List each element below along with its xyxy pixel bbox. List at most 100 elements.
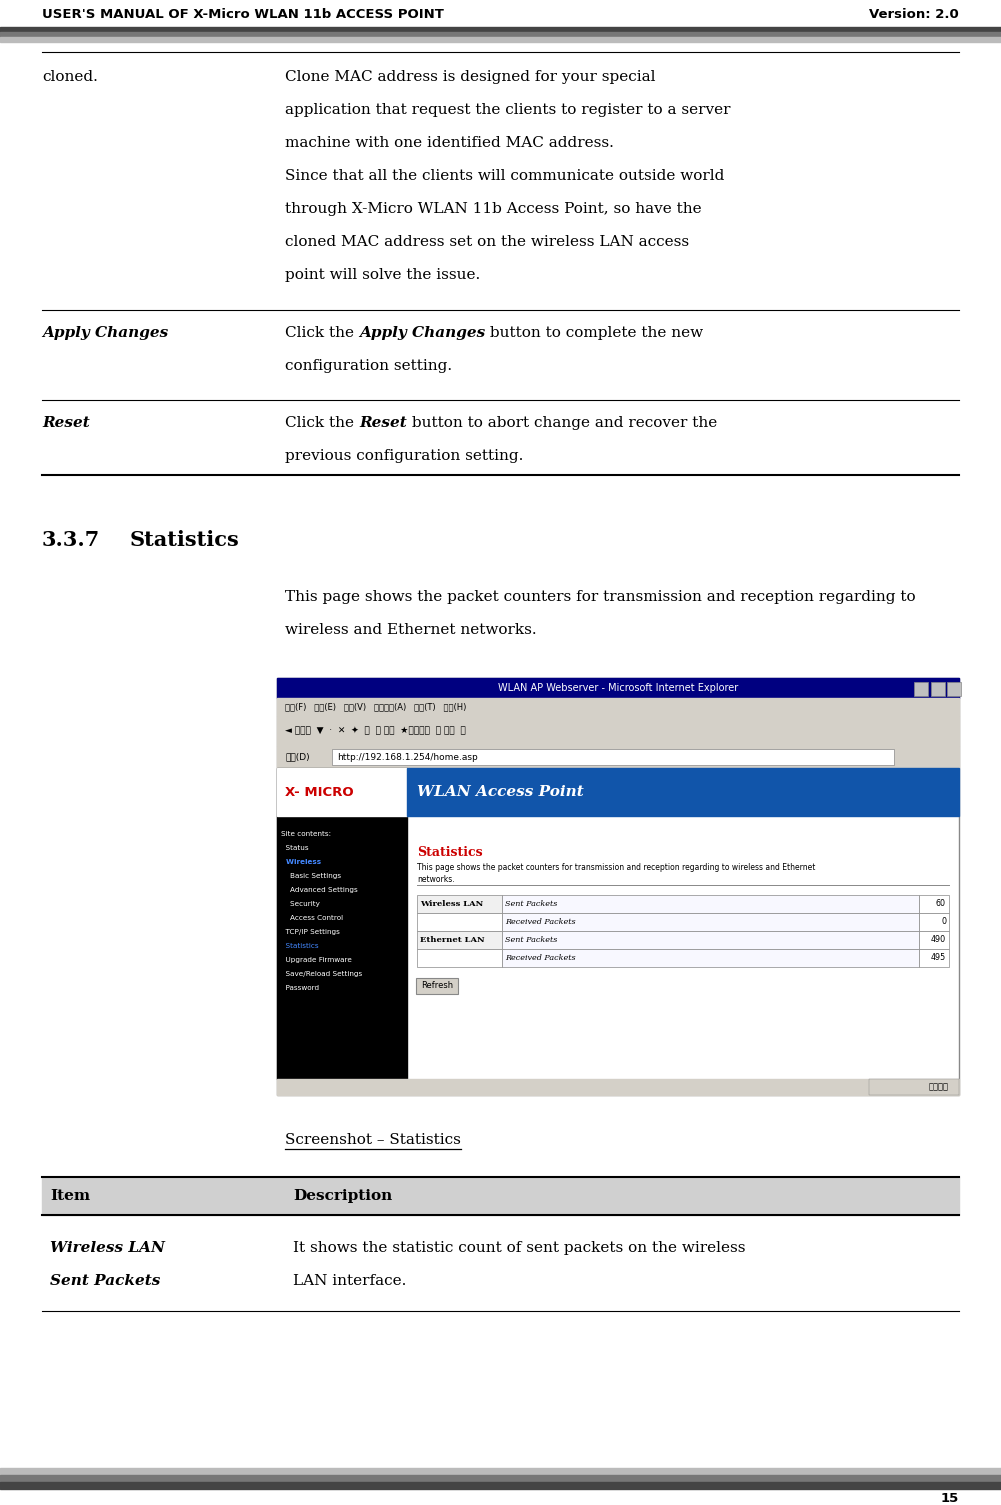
Bar	[277, 677, 959, 1096]
Text: application that request the clients to register to a server: application that request the clients to …	[285, 102, 731, 117]
Bar	[919, 914, 949, 932]
Text: Reset: Reset	[42, 415, 90, 430]
Bar	[277, 768, 407, 1079]
Text: X- MICRO: X- MICRO	[285, 786, 353, 799]
Bar	[277, 716, 959, 746]
Text: 495: 495	[931, 954, 946, 963]
Text: TCP/IP Settings: TCP/IP Settings	[281, 929, 340, 935]
Bar	[931, 682, 945, 695]
Text: Wireless LAN: Wireless LAN	[420, 900, 483, 908]
Bar	[277, 677, 959, 698]
Text: Password: Password	[281, 984, 319, 990]
Bar	[919, 932, 949, 950]
Text: 15: 15	[941, 1491, 959, 1505]
Text: 3.3.7: 3.3.7	[42, 530, 100, 549]
Text: Advanced Settings: Advanced Settings	[281, 886, 357, 892]
Bar	[42, 1177, 959, 1215]
Bar	[0, 32, 1001, 38]
Text: It shows the statistic count of sent packets on the wireless: It shows the statistic count of sent pac…	[293, 1242, 746, 1255]
Text: http://192.168.1.254/home.asp: http://192.168.1.254/home.asp	[337, 752, 477, 762]
Bar	[332, 749, 894, 765]
Text: Refresh: Refresh	[421, 981, 453, 990]
Text: Ethernet LAN: Ethernet LAN	[420, 936, 484, 944]
Text: USER'S MANUAL OF X-Micro WLAN 11b ACCESS POINT: USER'S MANUAL OF X-Micro WLAN 11b ACCESS…	[42, 8, 443, 21]
Text: LAN interface.: LAN interface.	[293, 1275, 406, 1288]
Bar	[869, 1079, 959, 1096]
Text: Save/Reload Settings: Save/Reload Settings	[281, 971, 362, 977]
Text: This page shows the packet counters for transmission and reception regarding to : This page shows the packet counters for …	[417, 862, 816, 871]
Bar	[417, 914, 502, 932]
FancyBboxPatch shape	[416, 978, 458, 993]
Text: Statistics: Statistics	[417, 846, 482, 859]
Bar	[502, 895, 919, 914]
Text: configuration setting.: configuration setting.	[285, 360, 452, 373]
Text: 0: 0	[941, 918, 946, 927]
Text: machine with one identified MAC address.: machine with one identified MAC address.	[285, 135, 614, 150]
Text: Clone MAC address is designed for your special: Clone MAC address is designed for your s…	[285, 71, 656, 84]
Bar	[407, 768, 959, 816]
Bar	[0, 1467, 1001, 1475]
Text: This page shows the packet counters for transmission and reception regarding to: This page shows the packet counters for …	[285, 590, 916, 604]
Text: point will solve the issue.: point will solve the issue.	[285, 268, 480, 281]
Text: wireless and Ethernet networks.: wireless and Ethernet networks.	[285, 623, 537, 637]
Bar	[919, 950, 949, 968]
Text: WLAN Access Point: WLAN Access Point	[417, 786, 584, 799]
Text: WLAN AP Webserver - Microsoft Internet Explorer: WLAN AP Webserver - Microsoft Internet E…	[497, 683, 738, 692]
Text: Security: Security	[281, 901, 320, 908]
Text: 網址(D): 網址(D)	[285, 752, 309, 762]
Bar	[919, 895, 949, 914]
Text: Apply Changes: Apply Changes	[42, 327, 168, 340]
Text: networks.: networks.	[417, 874, 454, 883]
Bar	[417, 932, 502, 950]
Text: 60: 60	[936, 900, 946, 909]
Text: through X-Micro WLAN 11b Access Point, so have the: through X-Micro WLAN 11b Access Point, s…	[285, 202, 702, 217]
Text: Statistics: Statistics	[130, 530, 240, 549]
Text: Sent Packets: Sent Packets	[50, 1275, 160, 1288]
Bar	[0, 1482, 1001, 1488]
Bar	[277, 746, 959, 768]
Bar	[277, 768, 407, 816]
Text: Wireless: Wireless	[281, 859, 321, 865]
Bar	[417, 895, 502, 914]
Text: Screenshot – Statistics: Screenshot – Statistics	[285, 1133, 460, 1147]
Text: Click the: Click the	[285, 415, 359, 430]
Text: Apply Changes: Apply Changes	[359, 327, 485, 340]
Text: 490: 490	[931, 936, 946, 945]
Text: 網際網路: 網際網路	[929, 1082, 949, 1091]
Bar	[914, 682, 928, 695]
Bar	[0, 38, 1001, 42]
Text: Click the: Click the	[285, 327, 359, 340]
Text: ◄ 上一頁  ▼  ·  ✕  ✦  🏠  🔍 搜尋  ★我的最愛  📺 媒體  🔄: ◄ 上一頁 ▼ · ✕ ✦ 🏠 🔍 搜尋 ★我的最愛 📺 媒體 🔄	[285, 727, 465, 736]
Text: button to abort change and recover the: button to abort change and recover the	[406, 415, 717, 430]
Text: Sent Packets: Sent Packets	[505, 936, 558, 944]
Text: Received Packets: Received Packets	[505, 918, 576, 926]
Text: Sent Packets: Sent Packets	[505, 900, 558, 908]
Bar	[0, 1475, 1001, 1482]
Text: button to complete the new: button to complete the new	[485, 327, 704, 340]
Text: Access Control: Access Control	[281, 915, 343, 921]
Bar	[502, 950, 919, 968]
Text: Reset: Reset	[359, 415, 406, 430]
Bar	[277, 698, 959, 716]
Text: Received Packets: Received Packets	[505, 954, 576, 962]
Bar	[947, 682, 961, 695]
Text: Site contents:: Site contents:	[281, 831, 331, 837]
Bar	[502, 914, 919, 932]
Bar	[0, 27, 1001, 32]
Bar	[417, 950, 502, 968]
Text: Item: Item	[50, 1189, 90, 1202]
Bar	[277, 1079, 959, 1096]
Text: 檔案(F)   編輯(E)   檢視(V)   我的最愛(A)   工具(T)   說明(H): 檔案(F) 編輯(E) 檢視(V) 我的最愛(A) 工具(T) 說明(H)	[285, 703, 466, 712]
Text: Statistics: Statistics	[281, 944, 318, 950]
Text: Basic Settings: Basic Settings	[281, 873, 341, 879]
Text: Status: Status	[281, 844, 308, 850]
Bar	[502, 932, 919, 950]
Text: Upgrade Firmware: Upgrade Firmware	[281, 957, 352, 963]
Text: cloned.: cloned.	[42, 71, 98, 84]
Text: Description: Description	[293, 1189, 392, 1202]
Text: cloned MAC address set on the wireless LAN access: cloned MAC address set on the wireless L…	[285, 235, 689, 248]
Text: Wireless LAN: Wireless LAN	[50, 1242, 165, 1255]
Text: previous configuration setting.: previous configuration setting.	[285, 448, 524, 464]
Text: Version: 2.0: Version: 2.0	[869, 8, 959, 21]
Text: Since that all the clients will communicate outside world: Since that all the clients will communic…	[285, 169, 725, 184]
